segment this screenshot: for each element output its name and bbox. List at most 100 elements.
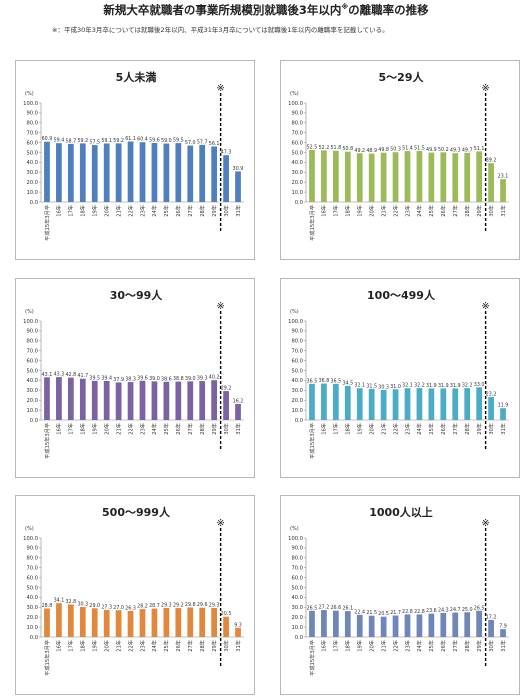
separator-marker: ※: [216, 83, 224, 94]
y-tick-label: 70.0: [26, 349, 38, 355]
bar: [223, 391, 229, 420]
x-tick-label: 18年: [79, 205, 87, 217]
data-label: 57.0: [185, 140, 196, 146]
x-tick-label: 22年: [126, 640, 134, 652]
bar: [428, 613, 435, 637]
y-tick-label: 70.0: [26, 131, 38, 137]
bar: [309, 610, 315, 637]
x-tick-label: 21年: [114, 205, 122, 217]
data-label: 22.4: [354, 609, 365, 615]
data-label: 23.6: [426, 608, 437, 614]
data-label: 23.2: [486, 392, 497, 398]
x-tick-label: 17年: [67, 640, 75, 652]
x-tick-label: 27年: [451, 205, 459, 217]
chart-title: 500～999人: [102, 505, 171, 519]
data-label: 20.5: [221, 611, 232, 617]
bar: [139, 609, 146, 637]
y-tick-label: 0.0: [295, 635, 303, 641]
x-tick-label: 26年: [439, 423, 447, 435]
data-label: 59.6: [149, 137, 160, 143]
bar: [500, 408, 506, 420]
data-label: 39.3: [197, 376, 208, 382]
data-label: 52.5: [307, 145, 318, 151]
bar: [67, 143, 74, 202]
data-label: 57.5: [89, 140, 100, 146]
y-tick-label: 50.0: [291, 585, 303, 591]
bar: [223, 155, 229, 202]
data-label: 28.8: [42, 603, 53, 609]
x-tick-label: 平成15年3月卒: [308, 205, 316, 241]
bar: [321, 383, 327, 420]
x-tick-label: 平成15年3月卒: [43, 423, 51, 459]
page-title: 新規大卒就職者の事業所規模別就職後3年以内※の離職率の推移: [0, 2, 532, 18]
bar: [380, 152, 387, 202]
bar: [452, 153, 459, 202]
x-tick-label: 26年: [439, 205, 447, 217]
data-label: 49.9: [426, 147, 437, 153]
data-label: 26.3: [125, 605, 136, 611]
bar: [476, 151, 483, 202]
y-tick-label: 70.0: [291, 566, 303, 572]
y-tick-label: 70.0: [291, 349, 303, 355]
data-label: 57.7: [197, 139, 208, 145]
x-tick-label: 18年: [79, 640, 87, 652]
data-label: 39.4: [101, 375, 112, 381]
bar: [115, 143, 122, 202]
data-label: 59.4: [54, 138, 65, 144]
bar: [309, 383, 315, 420]
data-label: 32.8: [66, 599, 77, 605]
x-tick-label: 17年: [67, 205, 75, 217]
page-title-text: 新規大卒就職者の事業所規模別就職後3年以内: [103, 3, 342, 17]
y-tick-label: 0.0: [30, 418, 38, 424]
y-tick-label: 10.0: [291, 190, 303, 196]
y-tick-label: 0.0: [30, 635, 38, 641]
x-tick-label: 23年: [138, 205, 146, 217]
data-label: 30.9: [233, 166, 244, 172]
chart-panel-5: 500～999人 (%) 0.0 10.0 20.0 30.0 40.0 50.0 60.0 70…: [15, 495, 255, 695]
data-label: 49.3: [450, 148, 461, 154]
x-tick-label: 20年: [102, 423, 110, 435]
y-tick-label: 80.0: [291, 339, 303, 345]
footnote: ※：平成30年3月卒については就職後2年以内、平成31年3月卒については就職後1…: [52, 26, 389, 34]
data-label: 60.4: [137, 137, 148, 143]
y-tick-label: 90.0: [26, 546, 38, 552]
bar: [91, 380, 98, 420]
bar: [488, 163, 494, 202]
bar: [380, 390, 387, 420]
chart-svg-4: 100～499人 (%) 0.0 10.0 20.0 30.0 40.0 50.0 60.0 70…: [288, 288, 509, 459]
x-tick-label: 28年: [463, 423, 471, 435]
data-label: 24.7: [450, 607, 461, 613]
x-tick-label: 24年: [415, 205, 423, 217]
chart-svg-1: 5人未満 (%) 0.0 10.0 20.0 30.0 40.0 50.0 60.0 70.0 80…: [23, 70, 244, 241]
x-tick-label: 31年: [499, 640, 507, 652]
bar: [127, 141, 134, 202]
chart-title: 100～499人: [367, 288, 436, 302]
x-tick-label: 22年: [391, 423, 399, 435]
bar: [175, 381, 182, 420]
separator-marker: ※: [481, 301, 489, 312]
bar: [452, 612, 459, 637]
bar: [115, 382, 122, 420]
y-tick-label: 90.0: [26, 111, 38, 117]
data-label: 59.2: [113, 138, 124, 144]
chart-svg-5: 500～999人 (%) 0.0 10.0 20.0 30.0 40.0 50.0 60.0 70…: [23, 505, 244, 676]
y-tick-label: 10.0: [26, 190, 38, 196]
x-tick-label: 18年: [344, 423, 352, 435]
data-label: 43.3: [54, 372, 65, 378]
bar: [416, 614, 423, 637]
y-tick-label: 90.0: [291, 329, 303, 335]
x-tick-label: 24年: [150, 423, 158, 435]
y-tick-label: 20.0: [26, 180, 38, 186]
bar: [416, 388, 423, 420]
data-label: 39.0: [185, 376, 196, 382]
chart-panel-6: 1000人以上 (%) 0.0 10.0 20.0 30.0 40.0 50.0 60.0 70.…: [280, 495, 520, 695]
data-label: 41.7: [77, 373, 88, 379]
bar: [211, 146, 218, 202]
x-tick-label: 16年: [320, 205, 328, 217]
chart-panel-1: 5人未満 (%) 0.0 10.0 20.0 30.0 40.0 50.0 60.0 70.0 80…: [15, 60, 255, 260]
bar: [368, 388, 375, 420]
data-label: 50.2: [438, 147, 449, 153]
y-tick-label: 10.0: [291, 408, 303, 414]
data-label: 31.5: [366, 383, 377, 389]
y-tick-label: 20.0: [26, 398, 38, 404]
